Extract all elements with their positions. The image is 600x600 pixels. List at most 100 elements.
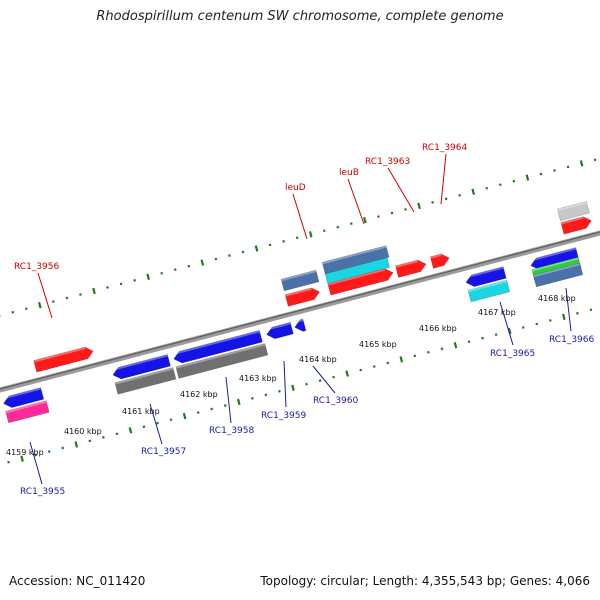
ring-major-tick xyxy=(146,273,150,280)
gene-label-reverse: RC1_3965 xyxy=(490,349,535,359)
ring-minor-tick xyxy=(34,453,37,457)
gene-rc1-3963-shape xyxy=(395,259,427,278)
ring-minor-tick xyxy=(332,375,335,379)
ring-minor-tick xyxy=(65,296,69,300)
gene-rc1-3955-pink-highlight xyxy=(5,400,47,414)
ring-minor-tick xyxy=(521,326,525,329)
ring-minor-tick xyxy=(589,308,593,312)
gene-rc1-3959-shape xyxy=(266,321,294,340)
topology-text: Topology: circular; Length: 4,355,543 bp… xyxy=(260,574,590,588)
ring-minor-tick xyxy=(156,421,159,425)
ring-minor-tick xyxy=(160,271,164,275)
ring-minor-tick xyxy=(295,236,299,240)
gene-offscreen-gray-shape xyxy=(556,201,590,221)
leader-line-forward xyxy=(440,153,447,205)
gene-label-forward: leuB xyxy=(339,168,359,178)
gene-rc1-3965-cyan xyxy=(467,279,511,303)
gene-rc1-3958-shape xyxy=(173,330,263,364)
gene-rc1-3958 xyxy=(172,330,263,364)
ring-minor-tick xyxy=(268,243,272,247)
gene-rc1-3955 xyxy=(2,387,45,408)
gene-rc1-3956 xyxy=(33,346,94,373)
ring-major-tick xyxy=(200,259,205,266)
ring-minor-tick xyxy=(566,165,570,169)
ring-minor-tick xyxy=(458,193,462,197)
gene-rc1-3959 xyxy=(265,321,294,340)
gene-offscreen-red-highlight xyxy=(560,216,584,225)
gene-rc1-3966-steel-highlight xyxy=(533,263,581,278)
gene-rc1-3956-shape xyxy=(33,346,94,373)
ring-minor-tick xyxy=(481,336,484,340)
ring-major-tick xyxy=(182,412,187,420)
ring-major-tick xyxy=(20,455,24,462)
gene-offscreen-gray xyxy=(556,201,590,221)
ring-minor-tick xyxy=(467,340,471,344)
ring-major-tick xyxy=(92,287,96,295)
scale-tick-label: 4166 kbp xyxy=(419,324,457,333)
gene-label-reverse: RC1_3955 xyxy=(20,487,65,497)
gene-rc1-3965-shape xyxy=(465,266,507,287)
ring-minor-tick xyxy=(106,286,109,289)
gene-rc1-3957-highlight xyxy=(111,354,168,372)
gene-rc1-3966-highlight xyxy=(529,247,577,262)
ring-minor-tick xyxy=(386,361,390,365)
ring-minor-tick xyxy=(349,222,353,225)
backbone xyxy=(0,230,600,393)
ring-minor-tick xyxy=(88,439,92,443)
gene-label-forward: RC1_3956 xyxy=(14,262,59,272)
ring-minor-tick xyxy=(553,169,556,172)
gene-rc1-3963 xyxy=(395,259,427,278)
gene-rc1-3958-gray-highlight xyxy=(175,343,266,369)
gene-rc1-3955-pink xyxy=(5,400,50,424)
ring-major-tick xyxy=(236,398,241,406)
leader-line-reverse xyxy=(283,360,287,408)
ring-major-tick xyxy=(417,202,421,210)
gene-offscreen-red xyxy=(560,216,592,235)
gene-rc1-3957-gray-highlight xyxy=(114,367,174,385)
gene-leud-highlight xyxy=(281,270,317,282)
ring-minor-tick xyxy=(444,197,448,201)
ring-minor-tick xyxy=(11,310,15,314)
ring-minor-tick xyxy=(413,354,417,358)
gene-label-reverse: RC1_3957 xyxy=(141,447,186,457)
ring-major-tick xyxy=(471,188,476,195)
scale-tick-label: 4165 kbp xyxy=(359,340,397,349)
ring-major-tick xyxy=(254,245,259,252)
gene-rc1-3960-shape xyxy=(294,318,307,332)
ring-minor-tick xyxy=(535,322,539,326)
scale-tick-label: 4162 kbp xyxy=(180,390,218,399)
gene-rc1-3965 xyxy=(464,266,507,287)
gene-rc1-3955-shape xyxy=(3,387,45,408)
ring-minor-tick xyxy=(7,460,10,464)
ring-major-tick xyxy=(37,301,42,309)
gene-leud-small xyxy=(284,287,321,307)
ring-minor-tick xyxy=(102,436,105,439)
gene-rc1-3957-gray-shape xyxy=(114,367,177,395)
gene-leub-top xyxy=(321,245,390,275)
gene-rc1-3966-steel-shape xyxy=(532,262,584,288)
ring-minor-tick xyxy=(485,186,489,190)
gene-rc1-3957 xyxy=(111,354,171,380)
gene-offscreen-gray-highlight xyxy=(557,201,587,211)
ring-major-tick xyxy=(363,216,367,224)
gene-rc1-3965-cyan-highlight xyxy=(468,280,508,293)
ring-minor-tick xyxy=(427,350,430,354)
gene-rc1-3964 xyxy=(429,253,450,269)
backbone-edge xyxy=(0,231,600,390)
text-labels: 4159 kbp 4160 kbp 4161 kbp 4162 kbp 4163 kbp… xyxy=(6,143,594,497)
ring-minor-tick xyxy=(264,393,268,397)
scale-tick-label: 4161 kbp xyxy=(122,407,160,416)
ring-minor-tick xyxy=(214,257,218,261)
ring-major-tick xyxy=(399,356,404,363)
leader-line-forward xyxy=(37,272,53,319)
ring-major-tick xyxy=(74,441,79,448)
label-leader-lines xyxy=(29,153,572,485)
gene-rc1-3957-gray xyxy=(114,367,177,395)
gene-leub-top-highlight xyxy=(322,245,387,265)
ring-minor-tick xyxy=(119,282,123,286)
leader-line-forward xyxy=(347,178,365,225)
gene-rc1-3955-pink-shape xyxy=(5,400,50,424)
leader-line-reverse xyxy=(499,301,514,346)
accession-text: Accession: NC_011420 xyxy=(9,574,146,588)
ring-minor-tick xyxy=(593,158,597,162)
